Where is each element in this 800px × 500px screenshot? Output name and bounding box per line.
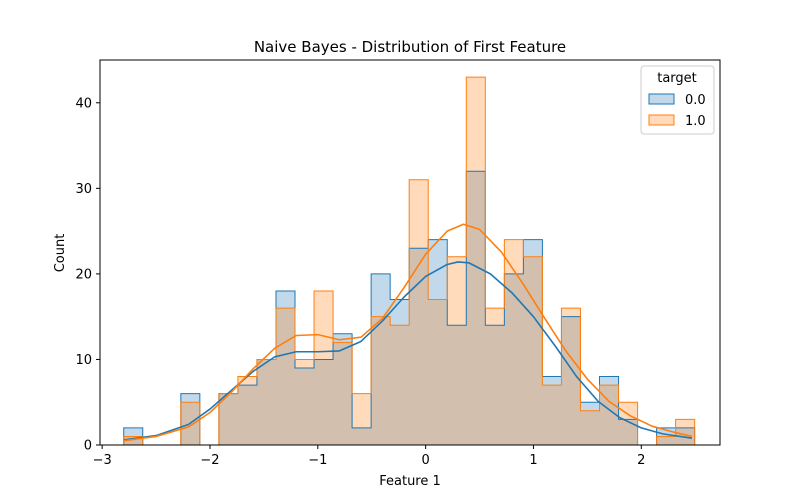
y-tick-label: 20 [75, 267, 92, 282]
histogram-bar-series-0-bin-8 [275, 291, 296, 445]
legend-swatch-series-1 [648, 114, 675, 126]
legend-title: target [657, 71, 697, 86]
histogram-bar-series-1-bin-24 [580, 410, 600, 445]
x-tick-label: 1 [529, 453, 537, 468]
histogram-bar-series-1-bin-25 [599, 385, 619, 445]
legend: target 0.0 1.0 [640, 65, 715, 135]
chart-title: Naive Bayes - Distribution of First Feat… [254, 38, 566, 56]
histogram-bar-series-0-bin-23 [561, 316, 581, 445]
x-tick-label: 2 [637, 453, 645, 468]
histogram-bar-series-0-bin-9 [295, 368, 315, 445]
histogram-bar-series-1-bin-9 [295, 359, 315, 445]
histogram-bar-series-0-bin-5 [218, 393, 238, 445]
histogram-bar-series-1-bin-13 [371, 316, 391, 445]
histogram-bar-series-0-bin-26 [618, 419, 638, 445]
kde-lines-group [123, 223, 693, 442]
histogram-bar-series-0-bin-19 [485, 325, 505, 445]
histogram-bar-series-1-bin-0 [123, 436, 143, 445]
histogram-bar-series-1-bin-17 [447, 256, 467, 445]
histogram-bar-series-1-bin-14 [390, 325, 410, 445]
x-tick-label: −3 [93, 453, 112, 468]
x-axis-ticks: −3 −2 −1 0 1 2 [93, 445, 645, 468]
histogram-bar-series-1-bin-18 [466, 77, 486, 445]
y-axis-label: Count [53, 234, 68, 273]
histogram-bar-series-0-bin-24 [580, 402, 600, 445]
plot-frame [99, 59, 721, 446]
legend-label-series-0: 0.0 [685, 93, 706, 108]
histogram-bar-series-1-bin-7 [256, 359, 276, 445]
histogram-bar-series-0-bin-6 [237, 385, 257, 445]
legend-swatch-series-0 [648, 93, 675, 105]
histogram-bar-series-0-bin-15 [409, 248, 429, 445]
x-tick-label: 0 [421, 453, 429, 468]
histogram-bar-series-0-bin-20 [504, 273, 524, 445]
histogram-bar-series-1-bin-12 [352, 393, 372, 445]
histogram-bar-series-1-bin-6 [237, 376, 257, 445]
histogram-bar-series-0-bin-16 [428, 239, 448, 445]
y-tick-label: 10 [75, 353, 92, 368]
histogram-bar-series-0-bin-3 [180, 393, 200, 445]
histogram-bar-series-0-bin-22 [542, 376, 562, 445]
histogram-bar-series-1-bin-5 [218, 393, 238, 445]
histogram-bar-series-0-bin-17 [447, 325, 467, 445]
histogram-bar-series-1-bin-15 [409, 179, 429, 445]
histogram-bar-series-0-bin-7 [256, 359, 276, 445]
histogram-bar-series-1-bin-29 [675, 419, 695, 445]
outline-series-1-group [123, 76, 696, 446]
histogram-bar-series-0-bin-25 [599, 376, 619, 445]
histogram-bar-series-1-bin-19 [485, 308, 505, 445]
y-axis-ticks: 0 10 20 30 40 [75, 96, 100, 454]
histogram-bar-series-1-bin-8 [275, 308, 296, 445]
histogram-bar-series-0-bin-18 [466, 171, 486, 445]
x-axis-label: Feature 1 [379, 474, 441, 489]
histogram-bar-series-1-bin-10 [314, 291, 334, 445]
histogram-bar-series-1-bin-21 [523, 256, 543, 445]
histogram-bar-series-0-bin-14 [390, 299, 410, 445]
histogram-bar-series-0-bin-10 [314, 359, 334, 445]
histogram-outline-series-1 [123, 76, 696, 446]
y-tick-label: 40 [75, 96, 92, 111]
kde-line-series-1 [123, 223, 693, 442]
x-tick-label: −1 [308, 453, 327, 468]
legend-frame [640, 65, 715, 135]
bars-series-0-group [123, 171, 695, 445]
histogram-bar-series-1-bin-23 [561, 308, 581, 445]
histogram-bar-series-1-bin-16 [428, 299, 448, 445]
legend-label-series-1: 1.0 [685, 114, 706, 129]
histogram-bar-series-1-bin-26 [618, 402, 638, 445]
x-tick-label: −2 [200, 453, 219, 468]
y-tick-label: 0 [84, 439, 92, 454]
histogram-bar-series-1-bin-22 [542, 385, 562, 445]
histogram-bar-series-1-bin-11 [333, 342, 353, 445]
histogram-bar-series-0-bin-12 [352, 427, 372, 445]
y-tick-label: 30 [75, 182, 92, 197]
histogram-bar-series-1-bin-28 [656, 436, 676, 445]
histogram-bar-series-0-bin-11 [333, 333, 353, 445]
